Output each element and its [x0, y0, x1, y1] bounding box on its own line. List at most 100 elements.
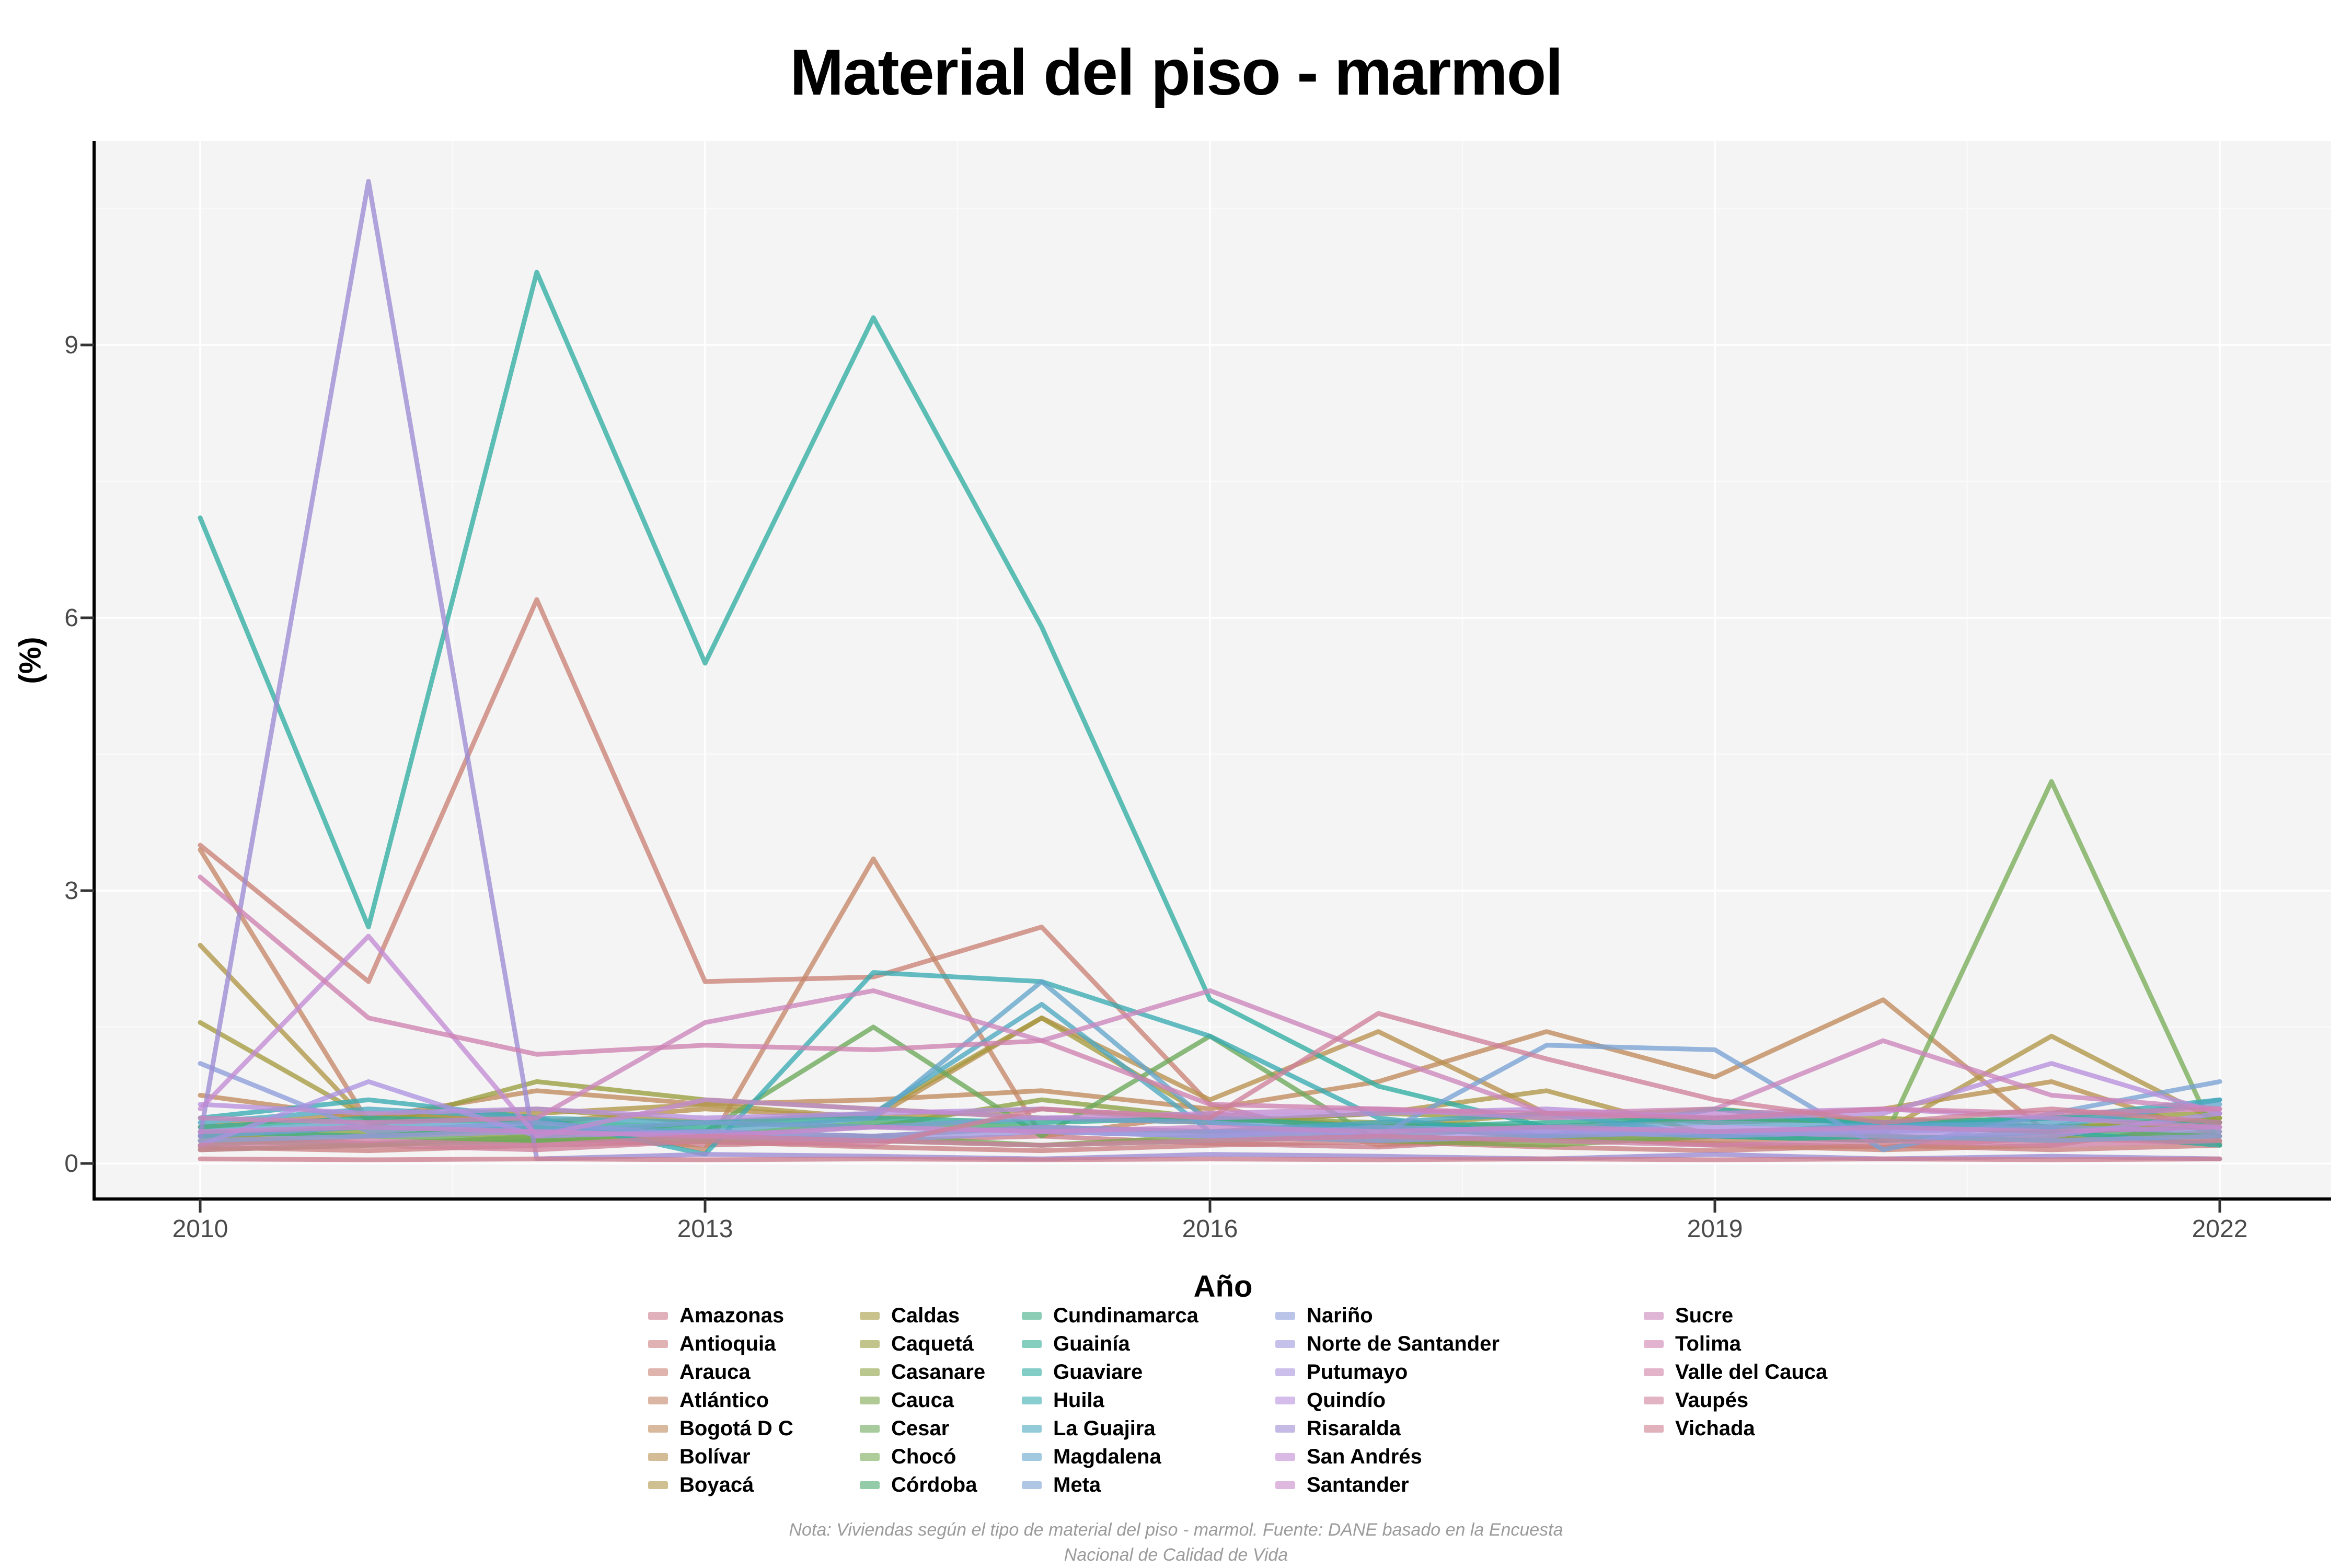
legend-column: Amazonas Antioquia Arauca Atlántico Bogotá D…	[648, 1301, 793, 1499]
legend-item-guaviare: Guaviare	[1022, 1358, 1198, 1386]
legend-label: La Guajira	[1053, 1417, 1156, 1440]
series-line-vaupés	[198, 1011, 2222, 1152]
series-line-valle-del-cauca	[198, 1134, 2222, 1148]
legend-item-caquetá: Caquetá	[860, 1330, 985, 1358]
legend-swatch	[1644, 1340, 1664, 1348]
legend-item-bogotá-d-c: Bogotá D C	[648, 1414, 793, 1443]
source-note-line1: Nota: Viviendas según el tipo de materia…	[789, 1520, 1563, 1540]
legend-swatch	[1644, 1396, 1664, 1404]
legend-item-meta: Meta	[1022, 1471, 1198, 1499]
x-tick-label: 2016	[1182, 1215, 1238, 1243]
legend-swatch	[1022, 1452, 1042, 1461]
legend-item-huila: Huila	[1022, 1386, 1198, 1414]
legend-label: Arauca	[679, 1361, 751, 1383]
legend-column: Sucre Tolima Valle del Cauca Vaupés Vichada	[1644, 1301, 1827, 1443]
legend-column: Cundinamarca Guainía Guaviare Huila La Guaji…	[1022, 1301, 1198, 1499]
legend-item-chocó: Chocó	[860, 1443, 985, 1471]
legend-swatch	[1644, 1424, 1664, 1433]
series-line-tolima	[198, 874, 2222, 1121]
legend-swatch	[648, 1311, 668, 1320]
y-tick-label: 3	[64, 877, 78, 905]
x-tick-label: 2022	[2192, 1215, 2248, 1243]
legend-label: Boyacá	[679, 1473, 754, 1496]
y-tick-label: 0	[64, 1150, 78, 1178]
legend-swatch	[1644, 1311, 1664, 1320]
legend-swatch	[1022, 1340, 1042, 1348]
legend-item-nariño: Nariño	[1275, 1301, 1500, 1330]
legend-label: Nariño	[1307, 1304, 1373, 1327]
legend-item-córdoba: Córdoba	[860, 1471, 985, 1499]
legend-item-santander: Santander	[1275, 1471, 1500, 1499]
legend-swatch	[1022, 1424, 1042, 1433]
legend-swatch	[1275, 1452, 1295, 1461]
legend-swatch	[1275, 1368, 1295, 1376]
legend-swatch	[1275, 1311, 1295, 1320]
x-tick-label: 2019	[1687, 1215, 1743, 1243]
x-axis-title: Año	[1193, 1270, 1253, 1304]
legend-label: Guaviare	[1053, 1361, 1143, 1383]
legend-swatch	[860, 1452, 880, 1461]
legend-label: Vichada	[1675, 1417, 1755, 1440]
legend-item-san-andrés: San Andrés	[1275, 1443, 1500, 1471]
legend-item-vaupés: Vaupés	[1644, 1386, 1827, 1414]
series-line-vichada	[198, 1156, 2222, 1162]
legend-item-guainía: Guainía	[1022, 1330, 1198, 1358]
legend-item-norte-de-santander: Norte de Santander	[1275, 1330, 1500, 1358]
legend-swatch	[1644, 1368, 1664, 1376]
legend-label: Cesar	[891, 1417, 950, 1440]
legend-item-la-guajira: La Guajira	[1022, 1414, 1198, 1443]
legend-label: San Andrés	[1307, 1445, 1422, 1468]
legend-swatch	[1022, 1368, 1042, 1376]
legend-swatch	[860, 1340, 880, 1348]
legend-label: Caldas	[891, 1304, 960, 1327]
legend-item-caldas: Caldas	[860, 1301, 985, 1330]
legend-label: Putumayo	[1307, 1361, 1408, 1383]
legend-label: Vaupés	[1675, 1389, 1749, 1412]
legend-swatch	[1022, 1481, 1042, 1489]
legend-label: Santander	[1307, 1473, 1409, 1496]
legend-item-cauca: Cauca	[860, 1386, 985, 1414]
legend-swatch	[648, 1424, 668, 1433]
legend-swatch	[860, 1311, 880, 1320]
legend-label: Bogotá D C	[679, 1417, 793, 1440]
legend-swatch	[648, 1396, 668, 1404]
legend-swatch	[1275, 1340, 1295, 1348]
legend-item-atlántico: Atlántico	[648, 1386, 793, 1414]
legend-swatch	[1275, 1481, 1295, 1489]
legend-item-quindío: Quindío	[1275, 1386, 1500, 1414]
legend-label: Guainía	[1053, 1332, 1130, 1355]
series-line-santander	[198, 1124, 2222, 1139]
series-line-sucre	[198, 988, 2222, 1125]
legend-label: Risaralda	[1307, 1417, 1401, 1440]
legend-label: Córdoba	[891, 1473, 977, 1496]
legend-label: Atlántico	[679, 1389, 769, 1412]
legend-swatch	[860, 1481, 880, 1489]
legend-item-cundinamarca: Cundinamarca	[1022, 1301, 1198, 1330]
legend-swatch	[860, 1424, 880, 1433]
source-note-line2: Nacional de Calidad de Vida	[1064, 1545, 1288, 1565]
x-tick-label: 2013	[677, 1215, 733, 1243]
legend-item-valle-del-cauca: Valle del Cauca	[1644, 1358, 1827, 1386]
x-tick-label: 2010	[172, 1215, 228, 1243]
legend-label: Amazonas	[679, 1304, 785, 1327]
legend-item-tolima: Tolima	[1644, 1330, 1827, 1358]
legend-swatch	[648, 1481, 668, 1489]
legend-swatch	[1275, 1424, 1295, 1433]
legend-swatch	[1022, 1311, 1042, 1320]
legend-swatch	[648, 1340, 668, 1348]
legend-swatch	[1022, 1396, 1042, 1404]
legend-label: Caquetá	[891, 1332, 974, 1355]
legend-item-arauca: Arauca	[648, 1358, 793, 1386]
legend-item-vichada: Vichada	[1644, 1414, 1827, 1443]
chart-title: Material del piso - marmol	[790, 37, 1563, 109]
y-tick-label: 9	[64, 331, 78, 359]
legend-item-magdalena: Magdalena	[1022, 1443, 1198, 1471]
legend-item-amazonas: Amazonas	[648, 1301, 793, 1330]
legend-label: Meta	[1053, 1473, 1101, 1496]
legend-item-casanare: Casanare	[860, 1358, 985, 1386]
legend-label: Quindío	[1307, 1389, 1386, 1412]
legend-item-risaralda: Risaralda	[1275, 1414, 1500, 1443]
legend-item-boyacá: Boyacá	[648, 1471, 793, 1499]
